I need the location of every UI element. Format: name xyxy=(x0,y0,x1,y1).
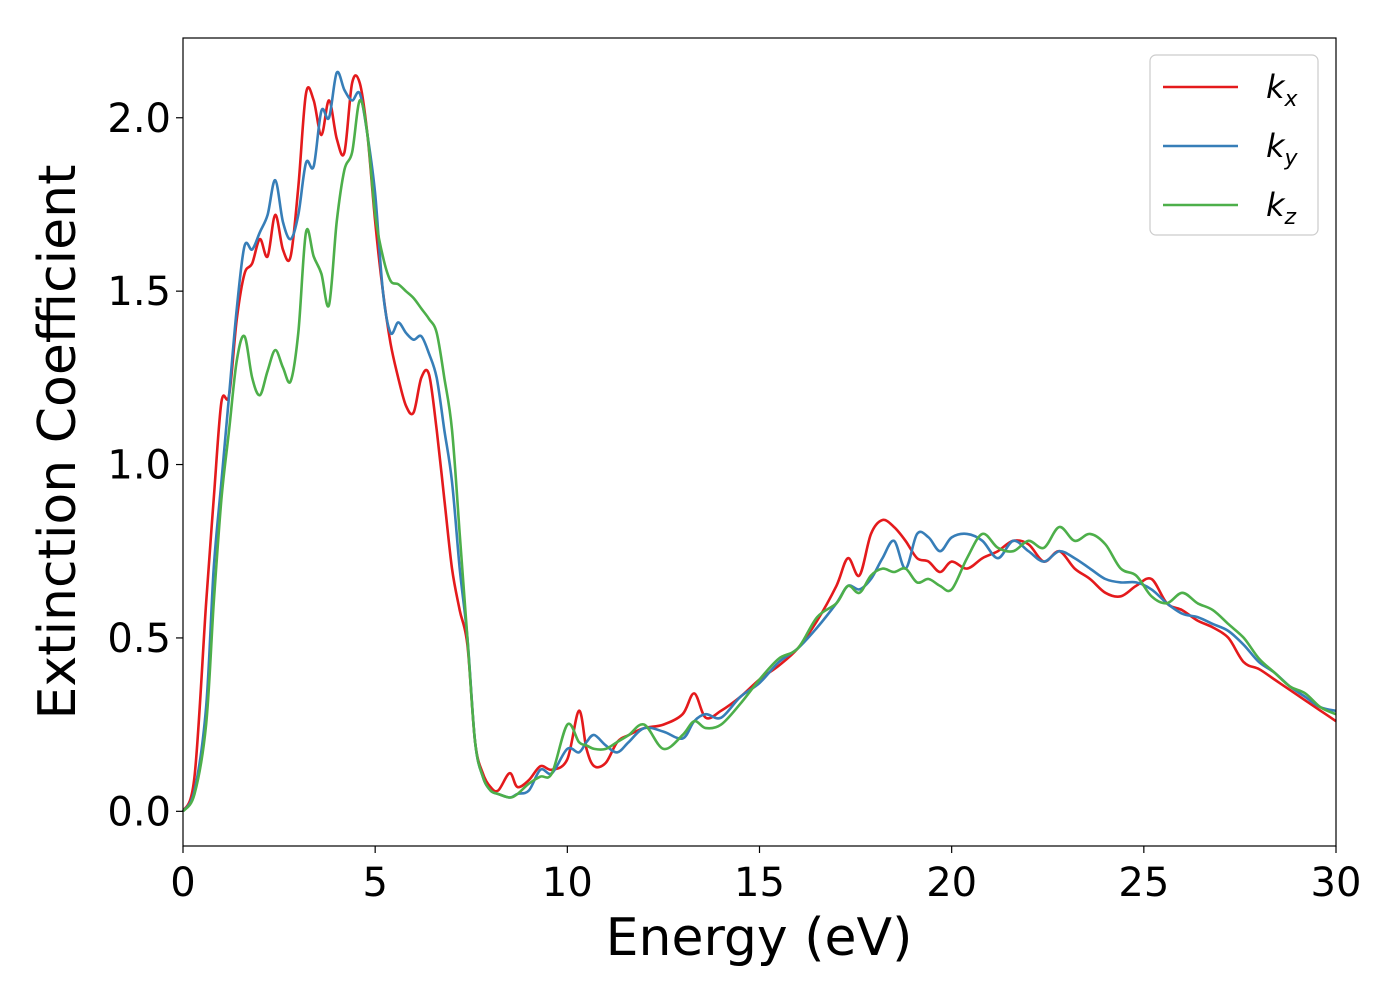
x-tick-label: 20 xyxy=(926,860,977,906)
legend-label-main: k xyxy=(1266,127,1286,165)
series-line-kz xyxy=(181,98,1337,813)
legend-label-subscript: x xyxy=(1284,87,1299,112)
y-tick-label: 1.5 xyxy=(107,269,171,315)
x-tick-label: 5 xyxy=(362,860,387,906)
y-tick-label: 0.0 xyxy=(107,789,171,835)
y-tick-label: 2.0 xyxy=(107,96,171,142)
x-axis-label: Energy (eV) xyxy=(606,908,913,968)
series-line-kx xyxy=(181,74,1337,812)
y-tick-label: 1.0 xyxy=(107,443,171,489)
x-tick-label: 15 xyxy=(734,860,785,906)
legend-label-ky: ky xyxy=(1266,127,1299,171)
legend-label-kz: kz xyxy=(1266,186,1297,230)
plot-lines xyxy=(181,70,1337,813)
x-tick-label: 10 xyxy=(542,860,593,906)
series-line-ky xyxy=(181,70,1337,813)
legend-label-subscript: y xyxy=(1284,146,1299,171)
x-tick-label: 25 xyxy=(1118,860,1169,906)
x-tick-label: 0 xyxy=(170,860,195,906)
y-axis-label: Extinction Coefficient xyxy=(28,165,88,720)
legend-label-kx: kx xyxy=(1266,68,1299,112)
y-tick-label: 0.5 xyxy=(107,616,171,662)
legend-label-main: k xyxy=(1266,186,1286,224)
x-tick-label: 30 xyxy=(1311,860,1362,906)
x-axis-ticks: 0 5 10 15 20 25 30 xyxy=(170,846,1361,906)
legend-label-subscript: z xyxy=(1284,205,1297,230)
y-axis-ticks: 0.0 0.5 1.0 1.5 2.0 xyxy=(107,96,183,835)
legend-label-main: k xyxy=(1266,68,1286,106)
